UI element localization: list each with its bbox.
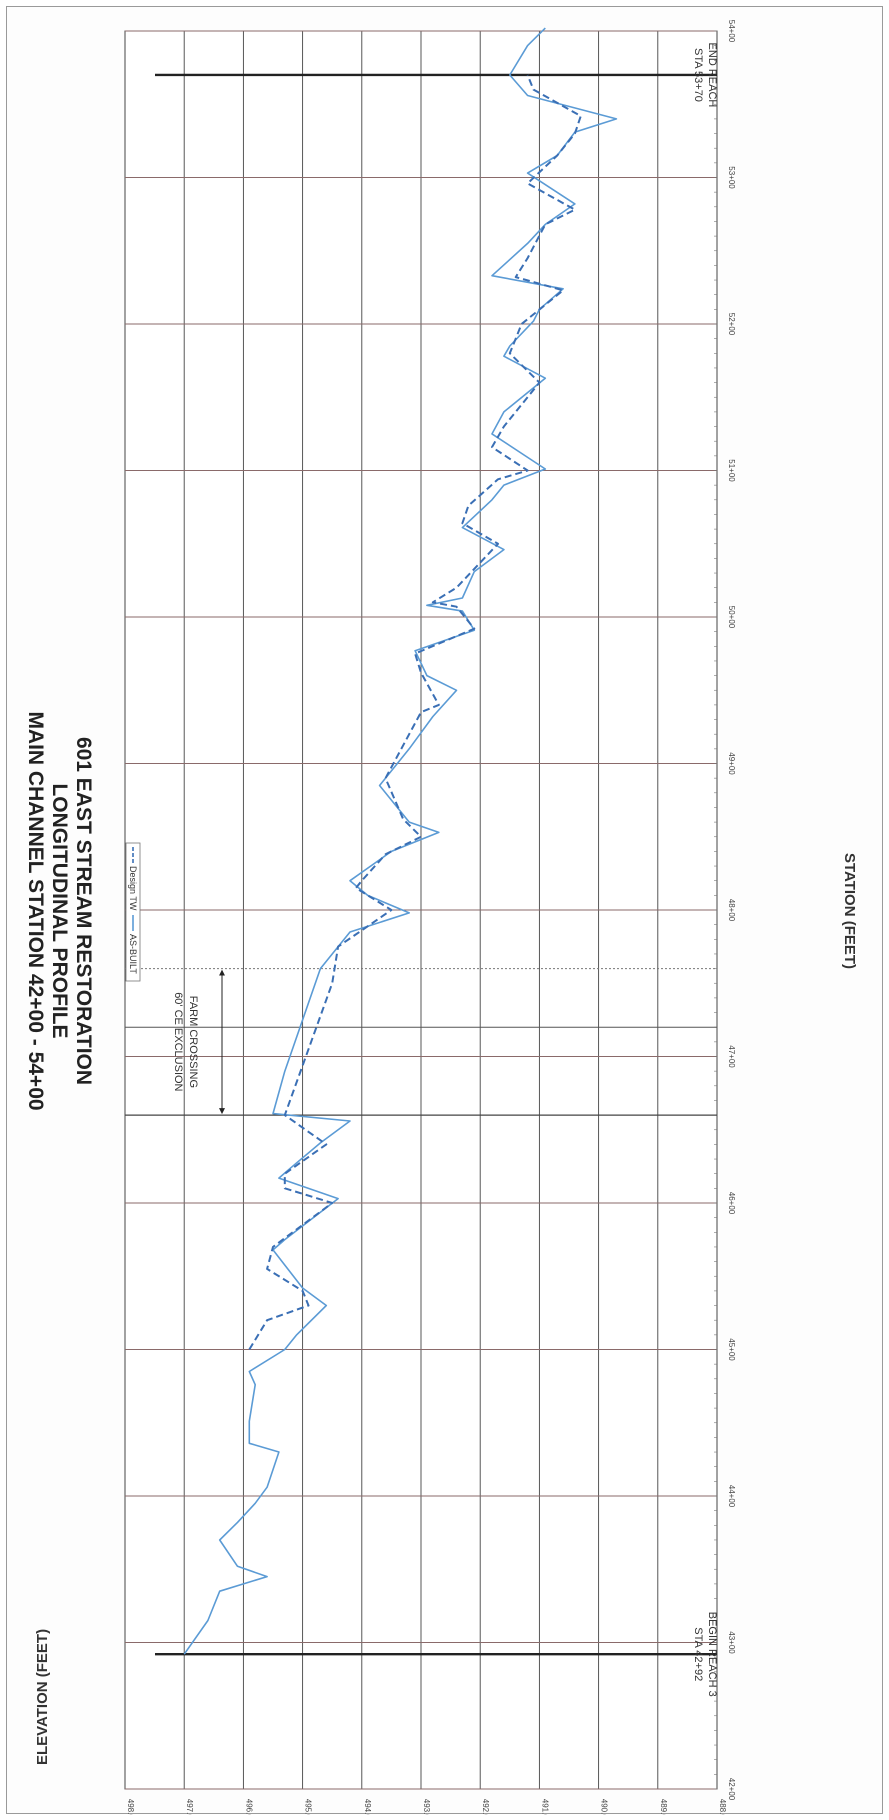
chart-sheet: 60' CE EXCLUSION FARM CROSSING BEGIN REACH…	[6, 6, 883, 1815]
station-tick-label: 52+00	[727, 313, 736, 336]
station-tick-label: 47+00	[727, 1045, 736, 1068]
station-tick-label: 45+00	[727, 1338, 736, 1361]
profile-chart: 60' CE EXCLUSION FARM CROSSING BEGIN REACH…	[24, 20, 858, 1815]
as-built-series-line	[183, 27, 618, 1655]
legend: Design TW AS-BUILT	[125, 842, 141, 982]
x-axis-title: STATION (FEET)	[841, 853, 858, 969]
elevation-tick-label: 488.00	[718, 1799, 727, 1815]
reach-marker-label-line-2: STA 53+70	[692, 48, 704, 102]
legend-asbuilt-label: AS-BUILT	[128, 934, 138, 974]
station-tick-label: 51+00	[727, 459, 736, 482]
chart-title-line-1: 601 EAST STREAM RESTORATION	[72, 737, 95, 1085]
elevation-tick-label: 491.00	[540, 1799, 549, 1815]
chart-title-line-3: MAIN CHANNEL STATION 42+00 - 54+00	[24, 711, 47, 1110]
reach-marker-label-line-2: STA 42+92	[692, 1627, 704, 1681]
station-tick-label: 42+00	[727, 1778, 736, 1801]
elevation-tick-label: 489.00	[659, 1799, 668, 1815]
reach-marker-label-line-1: END REACH	[706, 43, 718, 108]
station-tick-label: 46+00	[727, 1192, 736, 1215]
station-tick-label: 44+00	[727, 1485, 736, 1508]
elevation-tick-label: 496.00	[244, 1799, 253, 1815]
elevation-tick-label: 490.00	[600, 1799, 609, 1815]
exclusion-label-line-1: 60' CE EXCLUSION	[172, 992, 184, 1091]
elevation-tick-label: 495.00	[304, 1799, 313, 1815]
elevation-tick-label: 498.00	[126, 1799, 135, 1815]
reach-marker-label-line-1: BEGIN REACH 3	[706, 1612, 718, 1697]
design-tw-series-line	[248, 74, 582, 1351]
legend-design-label: Design TW	[128, 866, 138, 911]
chart-title-line-2: LONGITUDINAL PROFILE	[48, 783, 71, 1038]
y-axis-title: ELEVATION (FEET)	[34, 1629, 51, 1765]
station-tick-label: 48+00	[727, 899, 736, 922]
station-tick-label: 54+00	[727, 20, 736, 43]
legend-box	[125, 842, 141, 982]
station-tick-label: 43+00	[727, 1631, 736, 1654]
exclusion-label-line-2: FARM CROSSING	[187, 996, 199, 1088]
elevation-tick-label: 493.00	[422, 1799, 431, 1815]
elevation-tick-label: 494.00	[363, 1799, 372, 1815]
elevation-tick-label: 497.00	[185, 1799, 194, 1815]
station-tick-label: 53+00	[727, 166, 736, 189]
station-tick-label: 50+00	[727, 606, 736, 629]
elevation-tick-label: 492.00	[481, 1799, 490, 1815]
station-tick-label: 49+00	[727, 752, 736, 775]
